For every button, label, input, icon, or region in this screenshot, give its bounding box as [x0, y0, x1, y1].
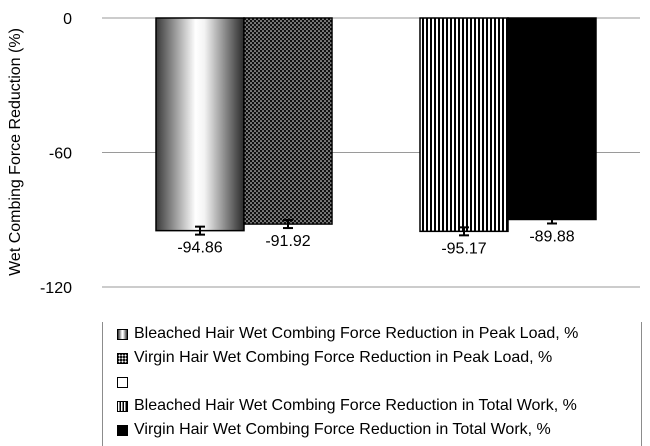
- y-axis-label: Wet Combing Force Reduction (%): [7, 28, 24, 276]
- legend-item-empty: [117, 370, 641, 394]
- legend-swatch-gradient: [117, 328, 128, 340]
- data-label: -89.88: [529, 228, 574, 245]
- legend-swatch-empty: [117, 376, 128, 388]
- legend-item-bleached-total: Bleached Hair Wet Combing Force Reductio…: [117, 394, 641, 418]
- data-label: -95.17: [441, 240, 486, 257]
- data-label: -94.86: [177, 240, 222, 257]
- bar-bleached-total: [419, 17, 509, 233]
- y-tick-label: -60: [49, 146, 72, 163]
- y-tick-label: -120: [40, 280, 72, 297]
- y-tick-label: 0: [63, 11, 72, 28]
- legend-swatch-solid: [117, 424, 128, 436]
- bar-virgin-peak: [243, 17, 333, 225]
- data-label: -91.92: [265, 233, 310, 250]
- data-labels: -94.86 -91.92 -95.17 -89.88: [177, 228, 574, 257]
- legend-label: Virgin Hair Wet Combing Force Reduction …: [134, 349, 553, 366]
- y-tick-labels: 0 -60 -120: [40, 11, 72, 297]
- bars: [155, 17, 597, 237]
- bar-bleached-peak: [155, 17, 245, 232]
- legend-swatch-stripes: [117, 400, 128, 412]
- legend-label: Virgin Hair Wet Combing Force Reduction …: [134, 421, 551, 438]
- legend: Bleached Hair Wet Combing Force Reductio…: [102, 322, 642, 446]
- legend-item-bleached-peak: Bleached Hair Wet Combing Force Reductio…: [117, 322, 641, 346]
- legend-swatch-dots: [117, 352, 128, 364]
- legend-label: Bleached Hair Wet Combing Force Reductio…: [134, 397, 577, 414]
- bar-virgin-total: [507, 17, 597, 221]
- legend-label: Bleached Hair Wet Combing Force Reductio…: [134, 325, 579, 342]
- legend-item-virgin-total: Virgin Hair Wet Combing Force Reduction …: [117, 418, 641, 442]
- legend-item-virgin-peak: Virgin Hair Wet Combing Force Reduction …: [117, 346, 641, 370]
- bar-chart: 0 -60 -120 -94.86 -91.92 -95.17 -89.88 Wet Co…: [7, 11, 640, 297]
